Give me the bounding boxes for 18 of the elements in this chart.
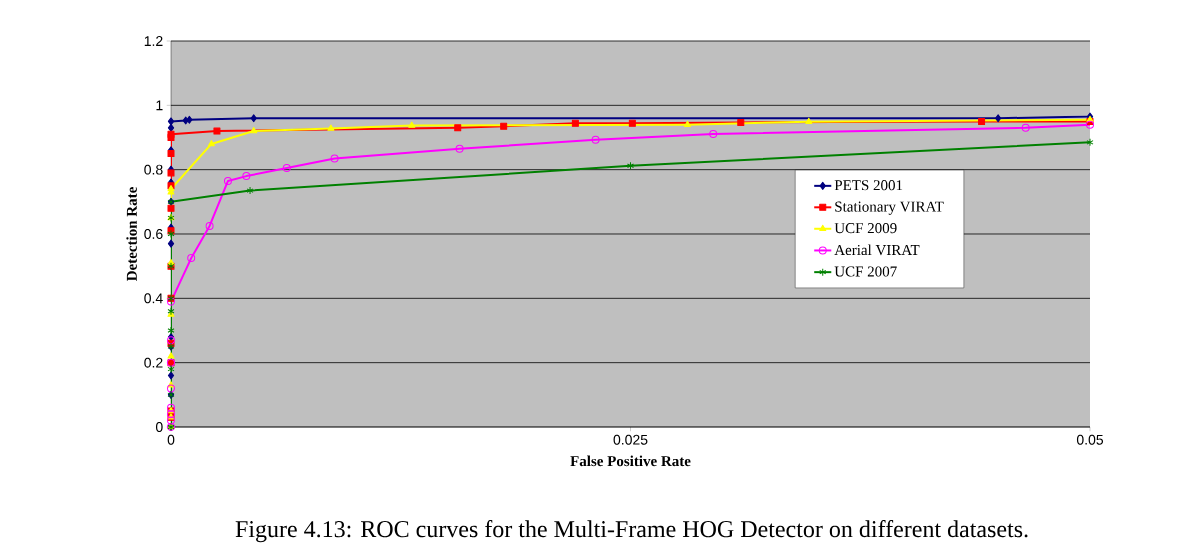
y-tick-label: 0: [155, 422, 163, 432]
y-tick-label: 1: [156, 100, 163, 111]
x-axis-title: False Positive Rate: [570, 455, 691, 467]
legend-label: UCF 2009: [834, 223, 897, 234]
y-tick-label: 0.4: [144, 293, 163, 304]
y-axis-title: Detection Rate: [126, 187, 137, 281]
y-tick-label: 1.2: [144, 36, 163, 46]
caption: Figure 4.13: ROC curves for the Multi-Frame HOG Detector on different datasets.: [235, 520, 1028, 543]
legend-label: Aerial VIRAT: [834, 244, 920, 256]
x-tick-label: 0: [167, 434, 175, 445]
y-tick-label: 0.6: [144, 229, 163, 239]
x-tick-label: 0.025: [613, 434, 648, 445]
x-tick-label: 0.05: [1076, 434, 1104, 445]
legend-label: UCF 2007: [834, 266, 897, 277]
y-tick-label: 0.2: [144, 357, 163, 368]
legend-label: PETS 2001: [834, 180, 903, 191]
legend-label: Stationary VIRAT: [835, 201, 944, 215]
y-tick-label: 0.8: [144, 164, 163, 175]
